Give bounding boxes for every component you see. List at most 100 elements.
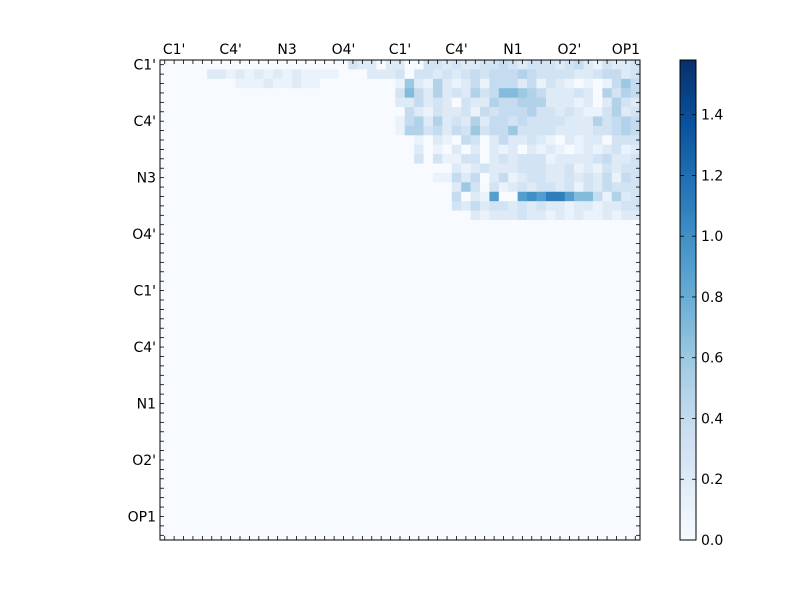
heatmap-cell <box>602 135 613 146</box>
heatmap-cell <box>207 125 217 136</box>
heatmap-cell <box>348 502 358 513</box>
heatmap-cell <box>404 455 415 466</box>
heatmap-cell <box>621 191 631 202</box>
heatmap-cell <box>630 144 641 155</box>
heatmap-cell <box>414 60 424 70</box>
heatmap-cell <box>442 511 453 522</box>
heatmap-cell <box>160 295 170 306</box>
heatmap-cell <box>272 436 283 447</box>
heatmap-cell <box>188 191 198 202</box>
heatmap-cell <box>602 191 613 202</box>
heatmap-cell <box>432 474 443 484</box>
heatmap-cell <box>235 445 246 456</box>
heatmap-cell <box>621 417 631 428</box>
heatmap-cell <box>508 492 518 503</box>
heatmap-cell <box>404 427 415 437</box>
heatmap-cell <box>272 97 283 108</box>
heatmap-cell <box>329 483 340 494</box>
heatmap-cell <box>225 483 236 494</box>
heatmap-cell <box>555 314 566 324</box>
heatmap-cell <box>376 511 387 522</box>
heatmap-cell <box>197 295 208 306</box>
heatmap-cell <box>404 229 415 240</box>
heatmap-cell <box>461 191 471 202</box>
heatmap-cell <box>489 389 500 400</box>
heatmap-cell <box>602 163 613 174</box>
heatmap-cell <box>414 502 424 513</box>
heatmap-cell <box>263 285 274 296</box>
heatmap-cell <box>188 172 198 183</box>
heatmap-cell <box>545 304 556 315</box>
heatmap-cell <box>545 276 556 287</box>
heatmap-cell <box>207 511 217 522</box>
heatmap-cell <box>442 201 453 211</box>
heatmap-cell <box>517 502 528 513</box>
heatmap-cell <box>197 285 208 296</box>
heatmap-cell <box>555 474 566 484</box>
heatmap-cell <box>197 351 208 362</box>
heatmap-cell <box>451 107 462 117</box>
heatmap-cell <box>414 88 424 98</box>
heatmap-cell <box>291 69 302 80</box>
heatmap-cell <box>545 464 556 475</box>
heatmap-cell <box>235 417 246 428</box>
heatmap-cell <box>367 78 377 89</box>
heatmap-cell <box>564 332 575 343</box>
heatmap-cell <box>621 69 631 80</box>
heatmap-cell <box>602 474 613 484</box>
heatmap-cell <box>338 182 349 193</box>
heatmap-cell <box>225 455 236 466</box>
heatmap-cells <box>160 60 641 541</box>
heatmap-cell <box>508 445 518 456</box>
heatmap-cell <box>423 238 434 249</box>
heatmap-cell <box>583 511 594 522</box>
heatmap-cell <box>197 304 208 315</box>
heatmap-cell <box>555 398 566 409</box>
heatmap-cell <box>527 474 537 484</box>
heatmap-cell <box>376 323 387 334</box>
heatmap-cell <box>178 389 189 400</box>
heatmap-cell <box>178 191 189 202</box>
heatmap-cell <box>225 370 236 381</box>
heatmap-cell <box>385 295 396 306</box>
heatmap-cell <box>395 276 406 287</box>
heatmap-cell <box>178 417 189 428</box>
heatmap-cell <box>498 144 509 155</box>
heatmap-cell <box>470 135 481 146</box>
heatmap-cell <box>536 107 547 117</box>
heatmap-cell <box>470 220 481 230</box>
heatmap-cell <box>357 210 368 221</box>
heatmap-cell <box>244 398 255 409</box>
heatmap-cell <box>451 154 462 164</box>
heatmap-cell <box>480 172 490 183</box>
heatmap-cell <box>470 229 481 240</box>
heatmap-cell <box>376 502 387 513</box>
heatmap-cell <box>574 502 584 513</box>
colorbar-segment <box>680 440 696 445</box>
heatmap-cell <box>489 464 500 475</box>
heatmap-cell <box>263 408 274 418</box>
heatmap-cell <box>169 144 180 155</box>
heatmap-cell <box>329 474 340 484</box>
heatmap-cell <box>160 511 170 522</box>
heatmap-cell <box>470 474 481 484</box>
heatmap-cell <box>188 351 198 362</box>
heatmap-cell <box>555 97 566 108</box>
heatmap-cell <box>395 521 406 531</box>
colorbar-segment <box>680 252 696 257</box>
heatmap-cell <box>621 201 631 211</box>
colorbar-segment <box>680 404 696 409</box>
heatmap-cell <box>583 97 594 108</box>
heatmap-cell <box>527 521 537 531</box>
heatmap-cell <box>564 530 575 541</box>
heatmap-cell <box>310 530 321 541</box>
heatmap-cell <box>527 116 537 127</box>
heatmap-cell <box>630 474 641 484</box>
heatmap-cell <box>574 191 584 202</box>
heatmap-cell <box>188 220 198 230</box>
heatmap-cell <box>216 445 227 456</box>
heatmap-cell <box>489 361 500 371</box>
heatmap-cell <box>385 511 396 522</box>
heatmap-cell <box>461 342 471 353</box>
heatmap-cell <box>301 144 311 155</box>
